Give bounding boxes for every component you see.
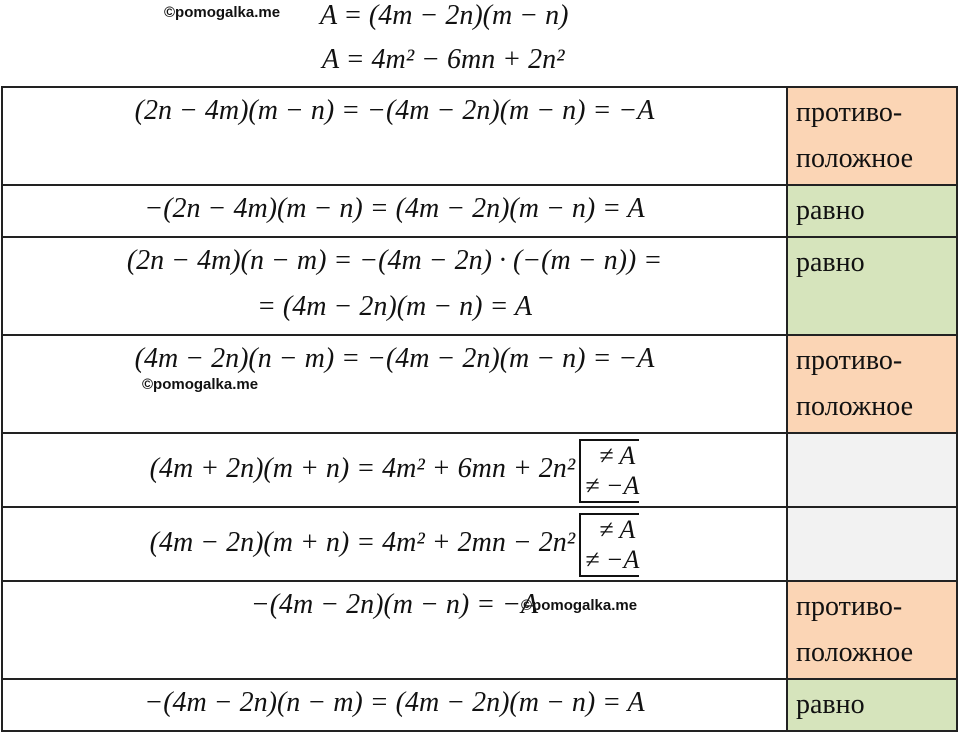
- result-cell: равно: [786, 678, 958, 732]
- cases-bracket: ≠ A ≠ −A: [579, 512, 640, 577]
- result-label: равно: [796, 195, 865, 226]
- table-row: (4m − 2n)(n − m) = −(4m − 2n)(m − n) = −…: [1, 334, 958, 434]
- expression-text: (4m − 2n)(m + n) = 4m² + 2mn − 2n²: [149, 527, 576, 558]
- expression-cell: −(2n − 4m)(m − n) = (4m − 2n)(m − n) = A: [1, 184, 788, 238]
- table-row: −(2n − 4m)(m − n) = (4m − 2n)(m − n) = A…: [1, 184, 958, 238]
- case-item: ≠ A: [579, 438, 640, 471]
- table-row: (4m + 2n)(m + n) = 4m² + 6mn + 2n² ≠ A ≠ −…: [1, 432, 958, 508]
- expression-text: −(4m − 2n)(m − n) = −A: [250, 589, 539, 620]
- watermark: ©pomogalka.me: [164, 4, 281, 21]
- result-cell: противо- положное: [786, 86, 958, 186]
- watermark: ©pomogalka.me: [142, 376, 259, 393]
- expression-cell: (4m + 2n)(m + n) = 4m² + 6mn + 2n² ≠ A ≠ −…: [1, 432, 788, 508]
- case-item: ≠ A: [579, 512, 640, 545]
- result-cell: противо- положное: [786, 580, 958, 680]
- case-item: ≠ −A: [579, 545, 640, 577]
- watermark: ©pomogalka.me: [521, 597, 638, 614]
- expression-cell: (4m − 2n)(n − m) = −(4m − 2n)(m − n) = −…: [1, 334, 788, 434]
- expression-cell: (4m − 2n)(m + n) = 4m² + 2mn − 2n² ≠ A ≠ −…: [1, 506, 788, 582]
- expression-text: (4m − 2n)(n − m) = −(4m − 2n)(m − n) = −…: [134, 343, 655, 374]
- expression-text: −(4m − 2n)(n − m) = (4m − 2n)(m − n) = A: [144, 687, 645, 718]
- comparison-table: (2n − 4m)(m − n) = −(4m − 2n)(m − n) = −…: [1, 86, 958, 732]
- case-item: ≠ −A: [579, 471, 640, 503]
- expression-line: (2n − 4m)(n − m) = −(4m − 2n) · (−(m − n…: [3, 238, 786, 284]
- expression-text: −(2n − 4m)(m − n) = (4m − 2n)(m − n) = A: [144, 193, 645, 224]
- expression-cell: −(4m − 2n)(m − n) = −A: [1, 580, 788, 680]
- expression-line: −(2n − 4m)(m − n) = (4m − 2n)(m − n) = A: [3, 186, 786, 232]
- result-cell: равно: [786, 236, 958, 336]
- expression-text: (4m + 2n)(m + n) = 4m² + 6mn + 2n²: [149, 453, 576, 484]
- result-cell: [786, 506, 958, 582]
- expression-text: = (4m − 2n)(m − n) = A: [257, 291, 532, 322]
- result-cell: [786, 432, 958, 508]
- expression-line: (4m − 2n)(m + n) = 4m² + 2mn − 2n² ≠ A ≠ −…: [3, 508, 786, 578]
- definition-rhs: (4m − 2n)(m − n): [368, 0, 569, 31]
- table-row: (2n − 4m)(m − n) = −(4m − 2n)(m − n) = −…: [1, 86, 958, 186]
- expression-cell: (2n − 4m)(m − n) = −(4m − 2n)(m − n) = −…: [1, 86, 788, 186]
- table-row: −(4m − 2n)(m − n) = −A противо- положное: [1, 580, 958, 680]
- expression-line: −(4m − 2n)(n − m) = (4m − 2n)(m − n) = A: [3, 680, 786, 726]
- definition-line: Adef= (4m − 2n)(m − n): [320, 0, 568, 32]
- expanded-line: A = 4m² − 6mn + 2n²: [322, 44, 565, 75]
- result-label: противо- положное: [796, 97, 913, 174]
- definition-lhs: A: [320, 0, 338, 31]
- result-label: противо- положное: [796, 591, 913, 668]
- table-row: (2n − 4m)(n − m) = −(4m − 2n) · (−(m − n…: [1, 236, 958, 336]
- result-label: равно: [796, 247, 865, 278]
- table-row: −(4m − 2n)(n − m) = (4m − 2n)(m − n) = A…: [1, 678, 958, 732]
- result-cell: противо- положное: [786, 334, 958, 434]
- expression-cell: −(4m − 2n)(n − m) = (4m − 2n)(m − n) = A: [1, 678, 788, 732]
- expression-line: −(4m − 2n)(m − n) = −A: [3, 582, 786, 628]
- expression-line: (2n − 4m)(m − n) = −(4m − 2n)(m − n) = −…: [3, 88, 786, 134]
- expression-text: (2n − 4m)(m − n) = −(4m − 2n)(m − n) = −…: [134, 95, 655, 126]
- expression-line: = (4m − 2n)(m − n) = A: [3, 284, 786, 330]
- expression-cell: (2n − 4m)(n − m) = −(4m − 2n) · (−(m − n…: [1, 236, 788, 336]
- expression-line: (4m − 2n)(n − m) = −(4m − 2n)(m − n) = −…: [3, 336, 786, 382]
- cases-bracket: ≠ A ≠ −A: [579, 438, 640, 503]
- table-row: (4m − 2n)(m + n) = 4m² + 2mn − 2n² ≠ A ≠ −…: [1, 506, 958, 582]
- result-label: противо- положное: [796, 345, 913, 422]
- def-equals: def=: [345, 0, 361, 31]
- expression-line: (4m + 2n)(m + n) = 4m² + 6mn + 2n² ≠ A ≠ −…: [3, 434, 786, 504]
- result-cell: равно: [786, 184, 958, 238]
- expression-text: (2n − 4m)(n − m) = −(4m − 2n) · (−(m − n…: [126, 245, 663, 276]
